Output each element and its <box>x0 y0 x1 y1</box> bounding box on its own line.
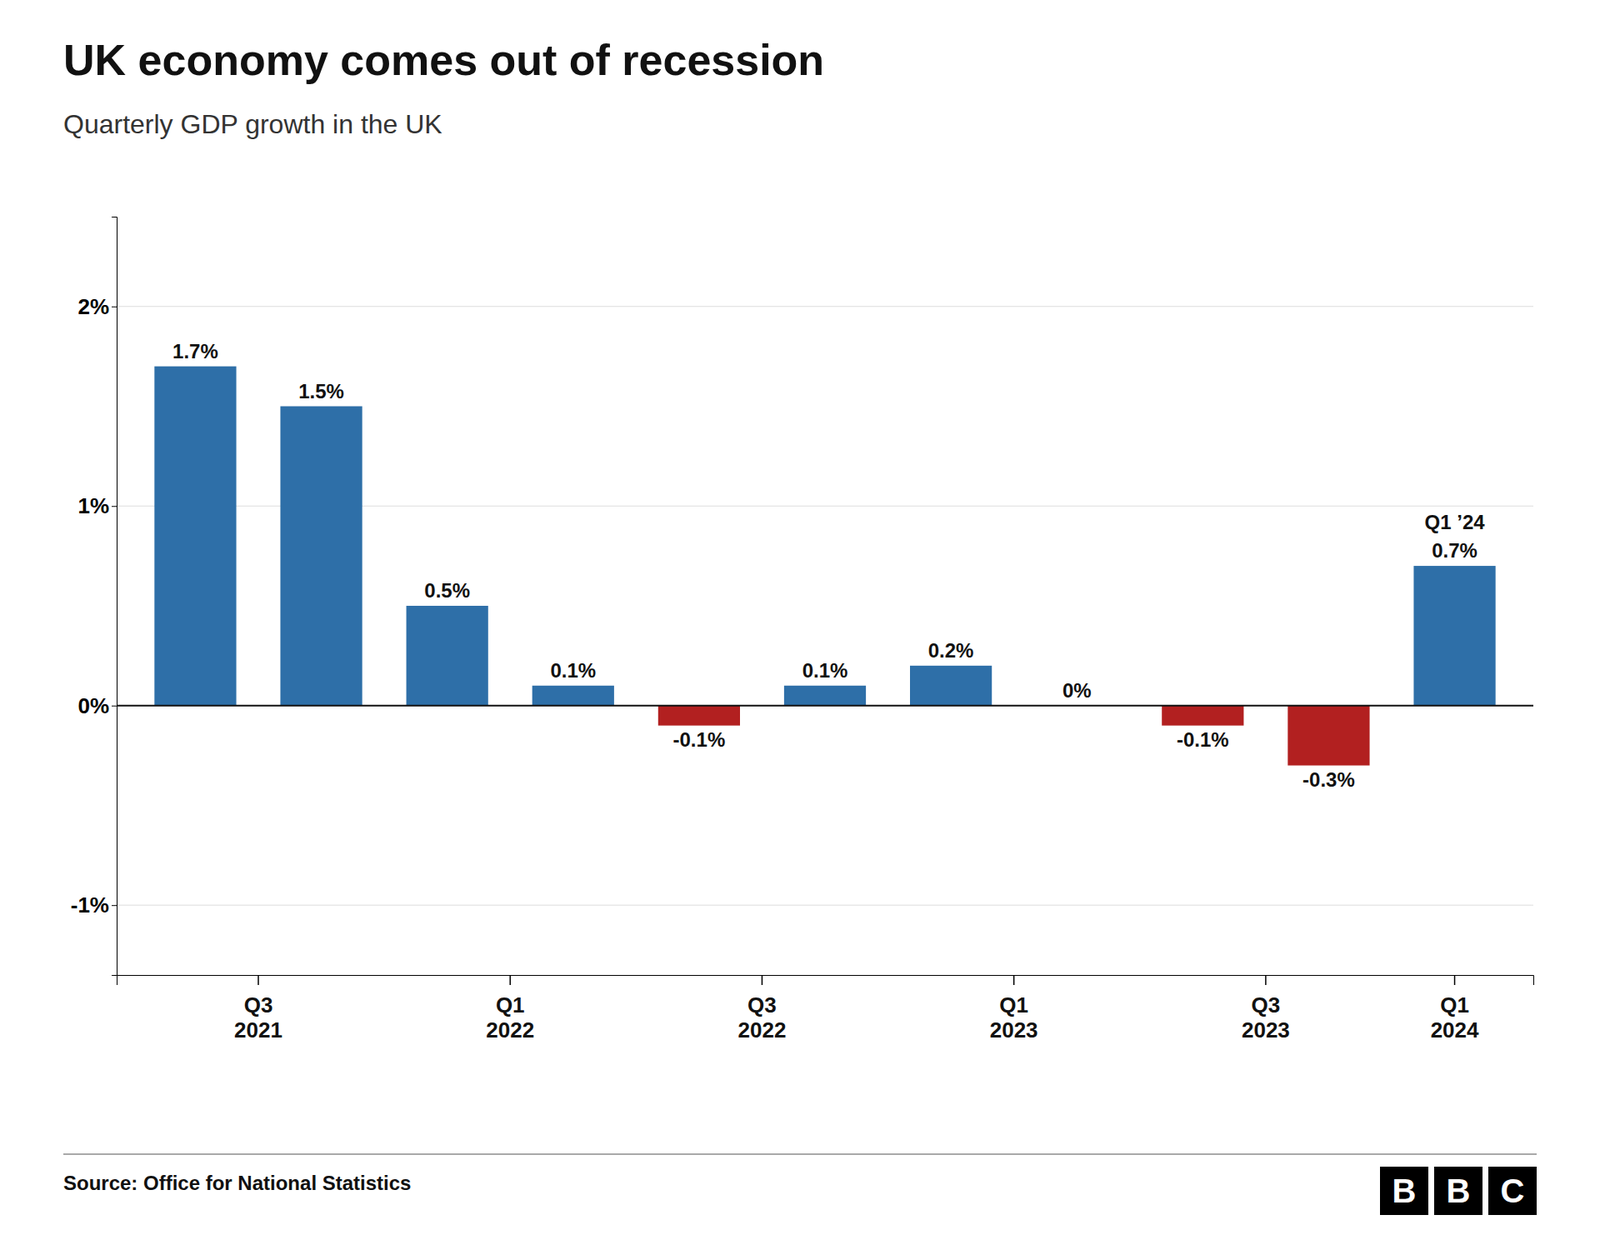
x-tick-mark <box>509 975 511 985</box>
data-label: -0.3% <box>1302 768 1355 791</box>
x-tick-label-line: 2022 <box>738 1017 787 1043</box>
logo-box <box>1434 1166 1483 1215</box>
x-tick-mark <box>761 975 764 985</box>
x-tick-label: Q32022 <box>738 992 787 1043</box>
bar <box>406 605 489 706</box>
annotation: Q1 ’24 <box>1425 510 1486 534</box>
y-tick: 0% <box>77 693 117 719</box>
bar <box>1413 565 1495 706</box>
x-tick-mark <box>257 975 260 985</box>
x-tick-mark <box>1265 975 1267 985</box>
y-tick: -1% <box>70 892 117 918</box>
x-tick: Q32023 <box>1241 975 1290 1043</box>
x-tick-mark <box>1013 975 1015 985</box>
x-tick-label-line: 2023 <box>1241 1017 1290 1043</box>
source: Source: Office for National Statistics <box>63 1171 411 1195</box>
x-axis: Q32021Q12022Q32022Q12023Q32023Q12024 <box>117 975 1535 1043</box>
bar <box>784 685 866 706</box>
bar <box>1161 705 1244 726</box>
data-label: -0.1% <box>1176 728 1230 751</box>
logo-letter: C <box>1500 1172 1525 1210</box>
data-label: 1.5% <box>298 380 345 403</box>
x-axis-line <box>117 975 1535 986</box>
x-tick-label: Q12023 <box>990 992 1039 1043</box>
x-tick-label-line: Q3 <box>244 992 274 1018</box>
y-axis: -1% 0% 1% 2% <box>70 217 118 976</box>
y-tick: 2% <box>77 294 117 320</box>
separator <box>63 1153 1537 1155</box>
x-tick-label-line: Q3 <box>747 992 777 1018</box>
data-label: 0% <box>1062 679 1092 702</box>
x-tick: Q32021 <box>234 975 283 1043</box>
x-tick-label: Q12024 <box>1430 992 1480 1043</box>
x-tick: Q12023 <box>990 975 1039 1043</box>
y-tick-mark <box>111 505 117 507</box>
grid-line <box>116 305 1534 307</box>
x-tick-label-line: 2022 <box>485 1017 535 1043</box>
bar <box>1287 705 1370 766</box>
x-tick: Q32022 <box>738 975 787 1043</box>
x-tick: Q12022 <box>485 975 535 1043</box>
grid <box>116 306 1534 905</box>
x-tick-label-line: Q3 <box>1251 992 1281 1018</box>
data-label: 0.2% <box>928 639 975 662</box>
y-tick-mark <box>111 705 117 707</box>
y-tick-label: 0% <box>77 693 110 719</box>
data-label: 0.7% <box>1431 539 1478 562</box>
bar <box>910 665 992 706</box>
x-tick-label: Q32023 <box>1241 992 1290 1043</box>
y-tick: 1% <box>77 493 117 519</box>
data-label: -0.1% <box>673 728 726 751</box>
logo-letter: B <box>1392 1172 1417 1210</box>
x-tick-label-line: Q1 <box>999 992 1029 1018</box>
grid-line <box>116 705 1534 706</box>
y-tick-label: 1% <box>77 493 110 519</box>
x-tick-label-line: 2023 <box>990 1017 1039 1043</box>
y-tick-label: -1% <box>70 892 110 918</box>
data-label: 0.1% <box>550 659 596 682</box>
y-tick-mark <box>111 306 117 308</box>
chart: UK economy comes out of recession Quarter… <box>0 0 1600 1250</box>
x-tick-label-line: 2024 <box>1430 1017 1480 1043</box>
y-tick-mark <box>111 905 117 906</box>
x-tick-label-line: 2021 <box>234 1017 283 1043</box>
x-tick-label: Q32021 <box>234 992 283 1043</box>
annotations: Q1 ’24 <box>1425 510 1486 534</box>
x-tick-mark <box>1454 975 1456 985</box>
subtitle: Quarterly GDP growth in the UK <box>63 109 443 140</box>
x-tick-label-line: Q1 <box>1440 992 1470 1018</box>
data-label: 0.5% <box>424 579 470 602</box>
y-tick-label: 2% <box>77 294 110 320</box>
data-label: 0.1% <box>802 659 849 682</box>
bar <box>658 705 740 726</box>
title: UK economy comes out of recession <box>63 35 825 85</box>
bar <box>532 685 615 706</box>
data-label: 1.7% <box>172 340 219 363</box>
plot: -1% 0% 1% 2% 1.7% 1.5% 0.5% 0.1% -0.1% 0.1% 0.2% 0%… <box>70 217 1535 1044</box>
grid-line <box>116 905 1534 906</box>
data-labels: 1.7% 1.5% 0.5% 0.1% -0.1% 0.1% 0.2% 0% -0.1% -0.3… <box>172 340 1478 792</box>
x-tick: Q12024 <box>1430 975 1480 1043</box>
y-axis-line <box>111 217 118 976</box>
x-tick-label: Q12022 <box>485 992 535 1043</box>
zero-line <box>116 705 1534 707</box>
bar <box>280 406 362 706</box>
logo-box <box>1380 1166 1429 1215</box>
bar <box>154 366 236 706</box>
logo: BBC <box>1380 1166 1537 1215</box>
logo-box <box>1488 1166 1537 1215</box>
logo-letter: B <box>1446 1172 1471 1210</box>
logo-text: BBC <box>1392 1172 1525 1210</box>
x-tick-label-line: Q1 <box>495 992 525 1018</box>
